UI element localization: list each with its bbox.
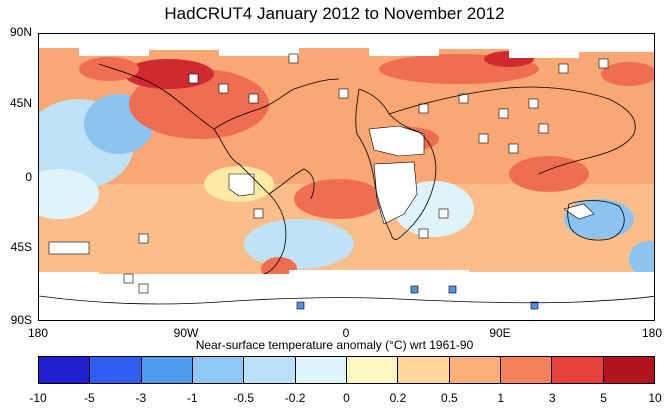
colorbar-tick-label: -0.2 xyxy=(284,391,306,405)
lon-label-180w: 180 xyxy=(27,326,49,340)
missing-arctic xyxy=(39,34,654,58)
colorbar-tick-label: 0.5 xyxy=(440,391,458,405)
colorbar-tick-label: -5 xyxy=(84,391,95,405)
coast-africa-europe xyxy=(355,88,437,240)
lat-label-45n: 45N xyxy=(9,96,32,110)
coastlines xyxy=(39,63,654,305)
missing-central-africa xyxy=(373,161,418,225)
lon-label-90e: 90E xyxy=(489,326,511,340)
colorbar-segment xyxy=(500,357,553,383)
map-title: HadCRUT4 January 2012 to November 2012 xyxy=(164,4,505,23)
missing-australia xyxy=(563,203,595,220)
missing-box-pacific xyxy=(48,241,90,255)
colorbar-tick-label: 5 xyxy=(600,391,607,405)
colorbar-segment xyxy=(552,357,604,383)
cool-south-atlantic xyxy=(244,219,354,269)
warm-arctic-canada xyxy=(124,59,214,89)
lon-label-0: 0 xyxy=(342,326,350,340)
lat-label-90n: 90N xyxy=(9,25,32,39)
warm-atlantic-tropics xyxy=(294,179,384,219)
colorbar-tick-label: 1 xyxy=(497,391,505,405)
colorbar-segment xyxy=(141,357,193,383)
colorbar-segment xyxy=(244,357,296,383)
lat-label-equator: 0 xyxy=(25,170,32,184)
colorbar-segment xyxy=(603,357,654,383)
colorbar-tick-label: 10 xyxy=(648,391,662,405)
colorbar-tick-label: -0.5 xyxy=(233,391,254,405)
colorbar-segment xyxy=(192,357,245,383)
lat-label-90s: 90S xyxy=(10,313,32,327)
warm-indonesia xyxy=(509,156,589,192)
anomaly-field xyxy=(39,34,654,320)
coast-asia xyxy=(388,86,636,175)
colorbar-title: Near-surface temperature anomaly (°C) wr… xyxy=(195,338,474,352)
colorbar-tick-label: 3 xyxy=(548,391,556,405)
colorbar-segment xyxy=(449,357,501,383)
missing-grid-cells xyxy=(123,53,609,294)
colorbar-segment xyxy=(295,357,347,383)
colorbar-tick-label: -3 xyxy=(135,391,147,405)
colorbar-segment xyxy=(346,357,399,383)
colorbar xyxy=(38,356,655,384)
colorbar-segment xyxy=(90,357,142,383)
coast-brazil xyxy=(268,168,315,200)
coast-north-america-east xyxy=(213,78,340,130)
cool-tasman xyxy=(629,241,654,277)
coast-antarctica xyxy=(39,295,654,305)
coast-americas-west xyxy=(98,63,287,275)
colorbar-tick-label: -1 xyxy=(186,391,198,405)
antarctic-station-cells xyxy=(296,285,539,310)
warm-east-siberia xyxy=(601,62,654,86)
missing-amazon xyxy=(228,173,255,197)
colorbar-segment xyxy=(398,357,450,383)
colorbar-tick-label: 0 xyxy=(343,391,350,405)
temperature-anomaly-map xyxy=(38,33,655,321)
colorbar-segment xyxy=(39,357,91,383)
colorbar-tick-label: 0.2 xyxy=(389,391,407,405)
coast-australia xyxy=(567,200,625,241)
lon-label-180e: 180 xyxy=(641,326,663,340)
colorbar-tick-label: -10 xyxy=(29,391,47,405)
missing-sahara xyxy=(368,125,425,157)
lon-label-90w: 90W xyxy=(173,326,199,340)
cool-tropical-pacific xyxy=(39,169,99,219)
warm-alaska xyxy=(79,57,139,81)
missing-antarctic xyxy=(39,270,654,320)
lat-label-45s: 45S xyxy=(10,240,32,254)
